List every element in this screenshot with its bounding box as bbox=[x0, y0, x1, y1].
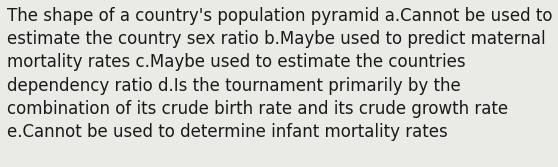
Text: The shape of a country's population pyramid a.Cannot be used to
estimate the cou: The shape of a country's population pyra… bbox=[7, 7, 552, 141]
